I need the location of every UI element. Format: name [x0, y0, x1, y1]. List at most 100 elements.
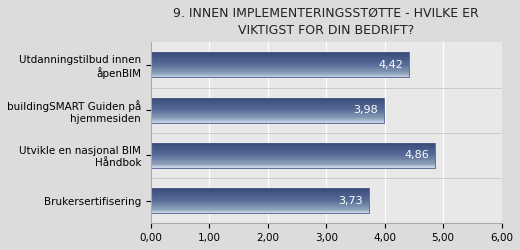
- Bar: [151, 98, 384, 122]
- Bar: [151, 63, 409, 64]
- Bar: [151, 193, 369, 194]
- Bar: [151, 154, 435, 156]
- Bar: [151, 109, 384, 110]
- Bar: [151, 200, 369, 201]
- Bar: [151, 62, 409, 63]
- Bar: [151, 144, 435, 145]
- Bar: [151, 70, 409, 71]
- Bar: [151, 68, 409, 69]
- Bar: [151, 207, 369, 208]
- Bar: [151, 157, 435, 158]
- Bar: [151, 164, 435, 166]
- Bar: [151, 74, 409, 75]
- Bar: [151, 65, 409, 66]
- Bar: [151, 60, 409, 61]
- Text: 3,98: 3,98: [353, 105, 378, 115]
- Bar: [151, 146, 435, 147]
- Bar: [151, 112, 384, 113]
- Bar: [151, 61, 409, 62]
- Bar: [151, 143, 435, 168]
- Text: 4,42: 4,42: [379, 60, 404, 70]
- Bar: [151, 211, 369, 212]
- Bar: [151, 111, 384, 112]
- Bar: [151, 69, 409, 70]
- Bar: [151, 58, 409, 59]
- Bar: [151, 148, 435, 149]
- Bar: [151, 160, 435, 161]
- Bar: [151, 53, 409, 54]
- Bar: [151, 212, 369, 213]
- Bar: [151, 209, 369, 210]
- Bar: [151, 190, 369, 191]
- Bar: [151, 101, 384, 102]
- Bar: [151, 166, 435, 167]
- Bar: [151, 158, 435, 159]
- Bar: [151, 100, 384, 101]
- Bar: [151, 191, 369, 192]
- Bar: [151, 159, 435, 160]
- Bar: [151, 118, 384, 119]
- Bar: [151, 102, 384, 103]
- Bar: [151, 150, 435, 151]
- Bar: [151, 52, 409, 53]
- Bar: [151, 71, 409, 72]
- Bar: [151, 192, 369, 193]
- Bar: [151, 121, 384, 122]
- Bar: [151, 72, 409, 73]
- Bar: [151, 56, 409, 58]
- Bar: [151, 206, 369, 207]
- Bar: [151, 210, 369, 211]
- Bar: [151, 147, 435, 148]
- Bar: [151, 199, 369, 200]
- Bar: [151, 75, 409, 76]
- Bar: [151, 198, 369, 199]
- Bar: [151, 64, 409, 65]
- Bar: [151, 202, 369, 203]
- Title: 9. INNEN IMPLEMENTERINGSSTØTTE - HVILKE ER
VIKTIGST FOR DIN BEDRIFT?: 9. INNEN IMPLEMENTERINGSSTØTTE - HVILKE …: [173, 7, 479, 37]
- Bar: [151, 195, 369, 196]
- Bar: [151, 201, 369, 202]
- Bar: [151, 162, 435, 163]
- Bar: [151, 106, 384, 107]
- Bar: [151, 116, 384, 117]
- Bar: [151, 204, 369, 205]
- Bar: [151, 117, 384, 118]
- Bar: [151, 52, 409, 77]
- Bar: [151, 119, 384, 120]
- Bar: [151, 152, 435, 153]
- Text: 3,73: 3,73: [339, 196, 363, 206]
- Bar: [151, 205, 369, 206]
- Bar: [151, 66, 409, 68]
- Bar: [151, 108, 384, 109]
- Bar: [151, 149, 435, 150]
- Bar: [151, 98, 384, 100]
- Bar: [151, 163, 435, 164]
- Bar: [151, 76, 409, 77]
- Bar: [151, 151, 435, 152]
- Bar: [151, 110, 384, 111]
- Bar: [151, 189, 369, 190]
- Bar: [151, 203, 369, 204]
- Bar: [151, 194, 369, 195]
- Bar: [151, 114, 384, 115]
- Bar: [151, 115, 384, 116]
- Bar: [151, 59, 409, 60]
- Bar: [151, 161, 435, 162]
- Bar: [151, 120, 384, 121]
- Bar: [151, 55, 409, 56]
- Bar: [151, 113, 384, 114]
- Bar: [151, 188, 369, 213]
- Bar: [151, 103, 384, 104]
- Bar: [151, 156, 435, 157]
- Bar: [151, 107, 384, 108]
- Bar: [151, 153, 435, 154]
- Bar: [151, 105, 384, 106]
- Bar: [151, 145, 435, 146]
- Bar: [151, 143, 435, 144]
- Text: 4,86: 4,86: [405, 150, 429, 160]
- Bar: [151, 54, 409, 55]
- Bar: [151, 73, 409, 74]
- Bar: [151, 196, 369, 198]
- Bar: [151, 167, 435, 168]
- Bar: [151, 208, 369, 209]
